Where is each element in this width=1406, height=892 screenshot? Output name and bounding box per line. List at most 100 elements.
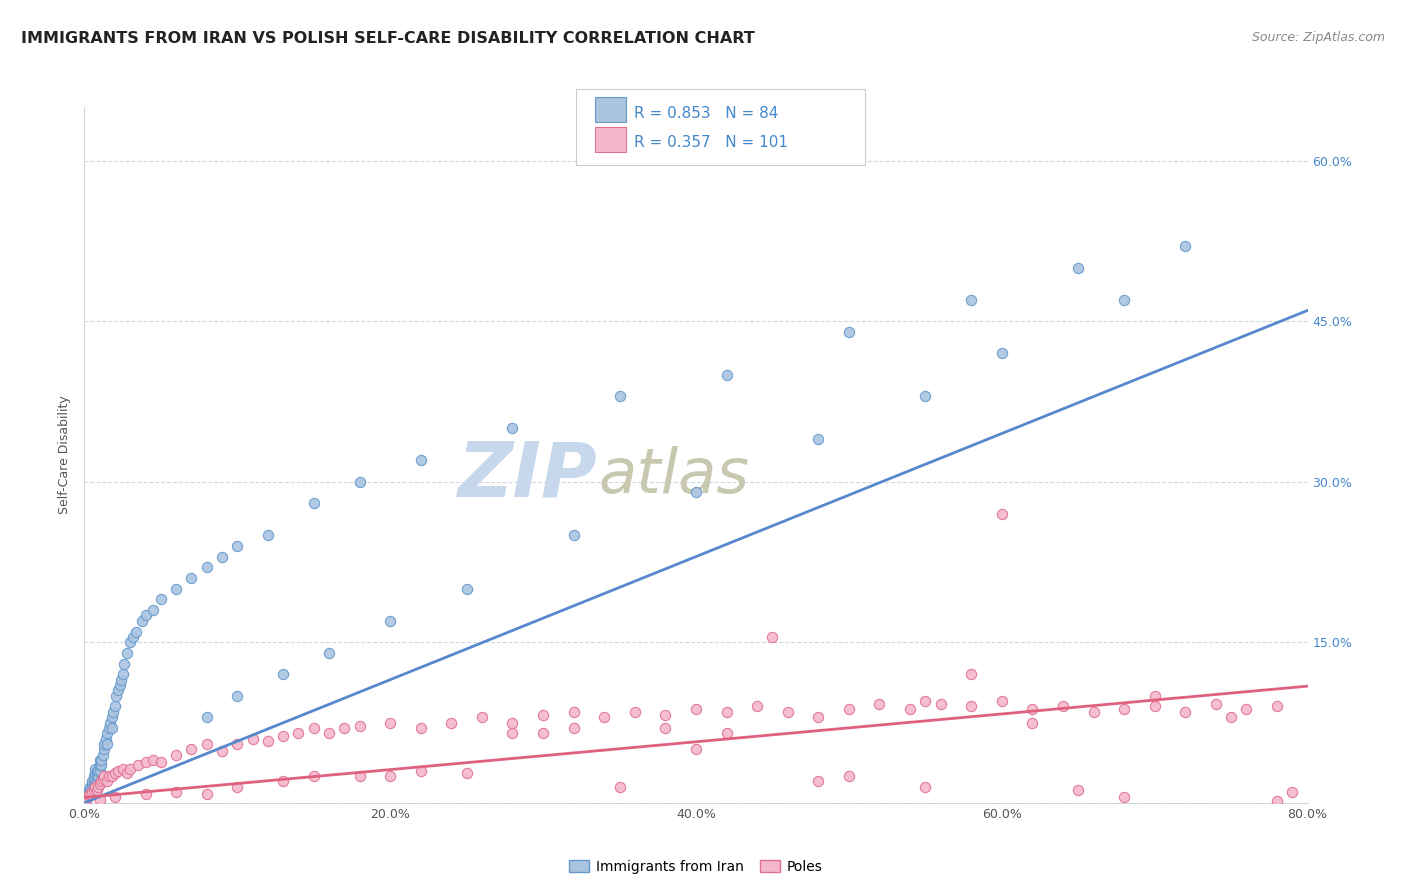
Point: [195, 787, 218, 801]
Point: [914, 389, 936, 403]
Point: [77, 783, 100, 797]
Point: [80, 780, 103, 794]
Point: [333, 721, 356, 735]
Point: [531, 708, 554, 723]
Point: [1114, 293, 1136, 307]
Point: [609, 389, 631, 403]
Point: [624, 705, 647, 719]
Point: [149, 592, 172, 607]
Point: [120, 762, 142, 776]
Point: [456, 765, 478, 780]
Point: [502, 421, 524, 435]
Point: [562, 721, 585, 735]
Point: [97, 721, 120, 735]
Point: [807, 774, 830, 789]
Point: [456, 582, 478, 596]
Point: [761, 630, 783, 644]
Point: [1052, 699, 1074, 714]
Point: [502, 726, 524, 740]
Point: [1067, 260, 1090, 275]
Text: R = 0.853   N = 84: R = 0.853 N = 84: [634, 106, 779, 121]
Point: [562, 528, 585, 542]
Point: [716, 726, 738, 740]
Point: [242, 731, 264, 746]
Point: [654, 721, 676, 735]
Y-axis label: Self-Care Disability: Self-Care Disability: [58, 395, 72, 515]
Point: [142, 753, 165, 767]
Point: [93, 769, 115, 783]
Point: [76, 790, 98, 805]
Point: [380, 769, 402, 783]
Point: [107, 764, 129, 778]
Point: [271, 730, 294, 744]
Point: [91, 747, 114, 762]
Point: [1174, 239, 1197, 253]
Point: [89, 764, 111, 778]
Point: [84, 762, 107, 776]
Point: [80, 785, 103, 799]
Point: [90, 758, 112, 772]
Point: [91, 772, 114, 787]
Point: [122, 630, 145, 644]
Point: [87, 769, 110, 783]
Point: [991, 694, 1014, 708]
Point: [1220, 710, 1243, 724]
Point: [318, 726, 340, 740]
Point: [226, 737, 249, 751]
Point: [1114, 701, 1136, 715]
Point: [1067, 783, 1090, 797]
Point: [84, 776, 107, 790]
Point: [77, 789, 100, 804]
Point: [1114, 790, 1136, 805]
Point: [226, 780, 249, 794]
Point: [79, 783, 101, 797]
Point: [89, 753, 111, 767]
Text: atlas: atlas: [598, 446, 749, 506]
Point: [90, 753, 112, 767]
Point: [142, 603, 165, 617]
Point: [90, 774, 112, 789]
Point: [108, 678, 131, 692]
Point: [716, 368, 738, 382]
Point: [105, 689, 128, 703]
Point: [97, 769, 120, 783]
Point: [87, 764, 110, 778]
Point: [409, 764, 432, 778]
Point: [93, 737, 115, 751]
Point: [593, 710, 616, 724]
Point: [1143, 689, 1166, 703]
Point: [104, 765, 127, 780]
Point: [120, 635, 142, 649]
Point: [531, 726, 554, 740]
Point: [83, 780, 105, 794]
Point: [195, 710, 218, 724]
Point: [111, 667, 134, 681]
Point: [609, 780, 631, 794]
Point: [195, 737, 218, 751]
Point: [211, 549, 233, 564]
Text: IMMIGRANTS FROM IRAN VS POLISH SELF-CARE DISABILITY CORRELATION CHART: IMMIGRANTS FROM IRAN VS POLISH SELF-CARE…: [21, 31, 755, 46]
Point: [86, 774, 108, 789]
Point: [349, 475, 371, 489]
Point: [79, 787, 101, 801]
Point: [898, 701, 921, 715]
Point: [409, 453, 432, 467]
Point: [1265, 699, 1288, 714]
Point: [110, 673, 132, 687]
Point: [107, 683, 129, 698]
Point: [1174, 705, 1197, 719]
Point: [131, 614, 153, 628]
Point: [1021, 701, 1043, 715]
Point: [93, 742, 115, 756]
Point: [960, 293, 983, 307]
Point: [127, 758, 149, 772]
Point: [104, 699, 127, 714]
Point: [716, 705, 738, 719]
Point: [76, 787, 98, 801]
Point: [869, 698, 891, 712]
Point: [112, 657, 135, 671]
Point: [89, 758, 111, 772]
Point: [115, 765, 138, 780]
Point: [838, 701, 860, 715]
Point: [77, 785, 100, 799]
